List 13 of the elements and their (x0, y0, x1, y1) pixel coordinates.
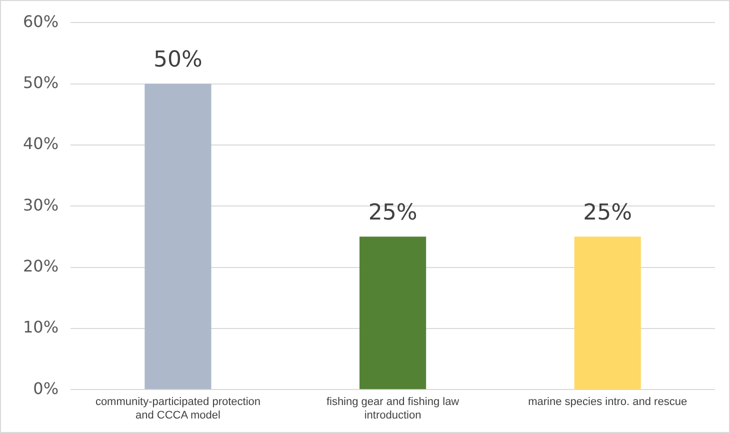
x-tick-label: marine species intro. and rescue (528, 396, 688, 408)
x-tick-label: community-participated protection and CCCA model (95, 396, 261, 422)
y-tick-label: 40% (23, 134, 59, 154)
y-tick-label: 20% (23, 256, 59, 276)
x-tick-label: fishing gear and fishing law introduction (326, 396, 460, 422)
y-tick-label: 50% (23, 72, 59, 92)
y-tick-label: 30% (23, 195, 59, 214)
data-label: 50% (154, 47, 202, 72)
y-tick-label: 0% (33, 378, 59, 398)
data-label: 25% (583, 200, 632, 226)
data-label: 25% (368, 200, 418, 226)
y-tick-label: 10% (23, 318, 59, 337)
y-tick-label: 60% (23, 12, 59, 31)
